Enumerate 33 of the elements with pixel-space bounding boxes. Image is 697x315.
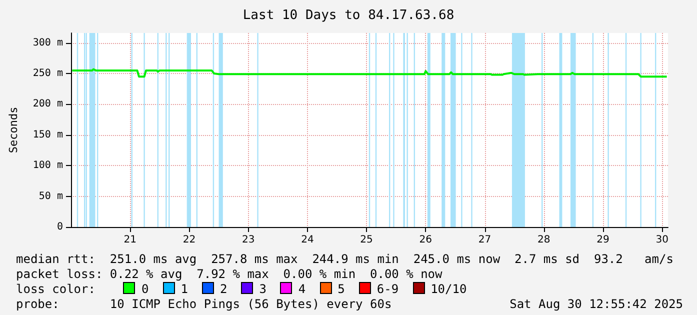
y-tick-label: 150 m [32, 129, 63, 140]
y-tick-label: 100 m [32, 160, 63, 172]
line-series [71, 68, 668, 78]
x-tick-label: 27 [478, 234, 492, 246]
text: 0 [141, 282, 149, 296]
text: 6-9 [376, 282, 399, 296]
text: median rtt: 251.0 ms avg 257.8 ms max 244.9 ms min 245.0 ms now 2.7 ms sd 93.2 am/s [16, 252, 674, 266]
y-tick-label: 0 [56, 222, 63, 232]
text: 4 [298, 282, 306, 296]
y-tick-label: 50 m [38, 190, 63, 202]
x-tick-label: 21 [124, 234, 136, 246]
text: probe: 10 ICMP Echo Pings (56 Bytes) every 60s [16, 297, 392, 311]
text: 5 [338, 282, 345, 296]
text: loss color: [16, 282, 96, 296]
y-axis-title: Seconds [7, 106, 20, 154]
x-tick-label: 23 [242, 234, 255, 246]
text: 3 [259, 282, 266, 296]
y-tick-label: 300 m [32, 37, 63, 48]
text: 1 [180, 282, 188, 296]
x-tick-label: 28 [538, 234, 550, 246]
text: packet loss: 0.22 % avg 7.92 % max 0.00 % min 0.00 % now [16, 267, 442, 281]
x-tick-label: 26 [419, 234, 432, 246]
x-tick-label: 25 [360, 234, 373, 246]
y-tick-label: 200 m [32, 98, 63, 110]
x-tick-label: 30 [656, 234, 668, 246]
x-tick-label: 24 [301, 234, 314, 246]
y-tick-label: 250 m [32, 68, 63, 80]
text: 10/10 [430, 282, 467, 296]
text: 2 [220, 282, 228, 296]
x-tick-label: 22 [182, 234, 196, 246]
chart-title: Last 10 Days to 84.17.63.68 [242, 8, 454, 23]
x-tick-label: 29 [596, 234, 610, 246]
text: Sat Aug 30 12:55:42 2025 [510, 297, 683, 311]
